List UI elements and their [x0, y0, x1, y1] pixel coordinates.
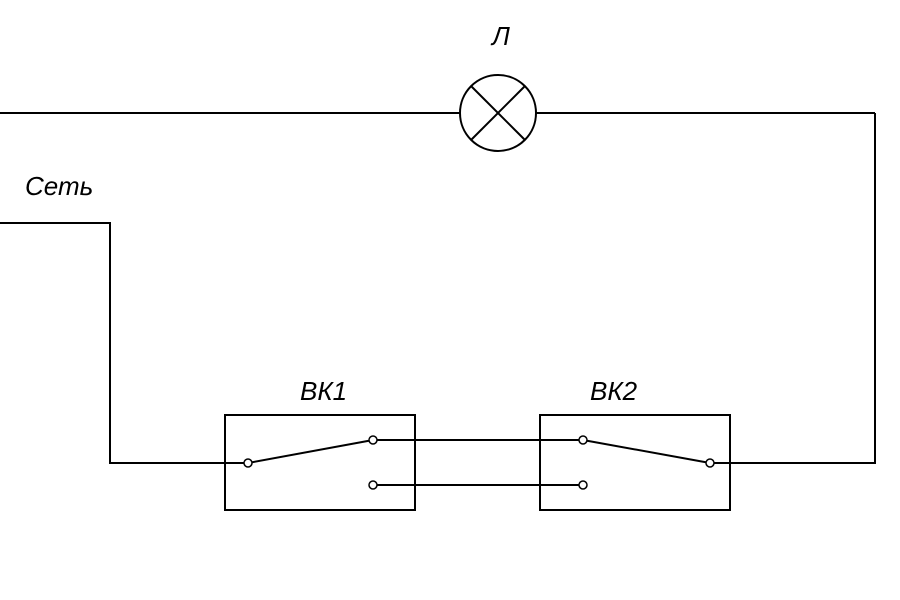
- switch2-label: ВК2: [590, 376, 638, 406]
- lamp-symbol: [460, 75, 536, 151]
- switch-2: [540, 415, 730, 510]
- switch1-label: ВК1: [300, 376, 347, 406]
- circuit-diagram: Л Сеть ВК1 ВК2: [0, 0, 900, 600]
- wires-group: [0, 113, 875, 485]
- lamp-label: Л: [490, 21, 510, 51]
- source-label: Сеть: [25, 171, 93, 201]
- switch-1: [225, 415, 415, 510]
